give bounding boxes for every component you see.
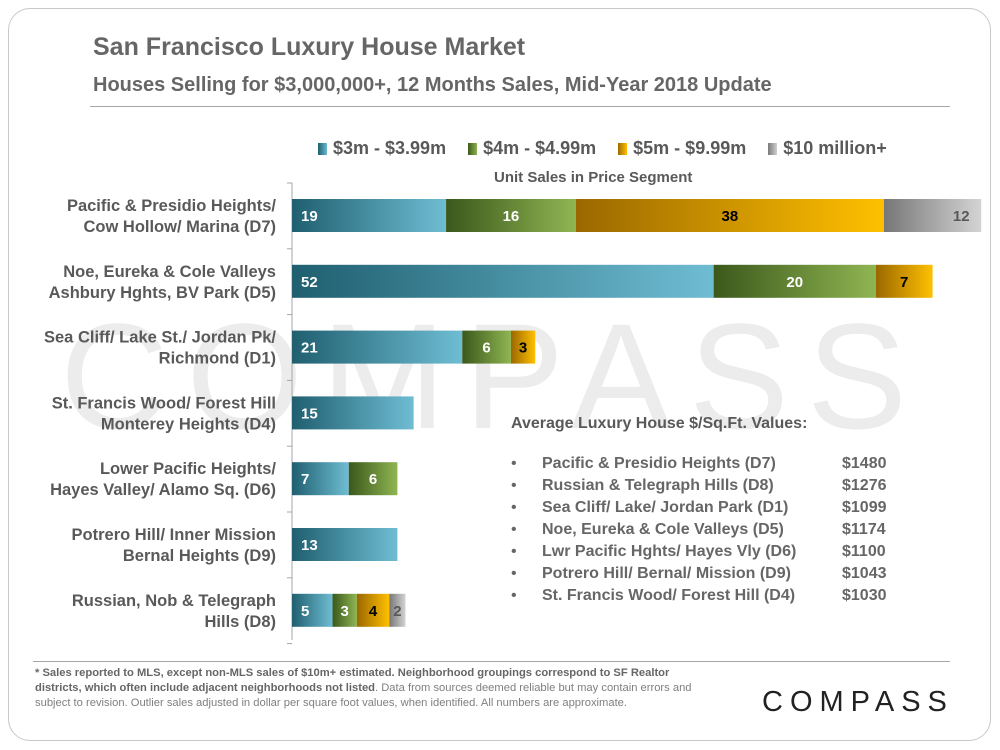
bar-segment xyxy=(332,593,357,627)
avg-item: • St. Francis Wood/ Forest Hill (D4) $1030 xyxy=(511,585,887,607)
data-label: 52 xyxy=(301,274,318,291)
avg-item-value: $1030 xyxy=(842,587,887,604)
avg-item-value: $1099 xyxy=(842,499,887,516)
category-label: Sea Cliff/ Lake St./ Jordan Pk/Richmond … xyxy=(44,329,276,368)
bar-segment xyxy=(446,199,576,232)
data-label: 15 xyxy=(301,405,318,422)
avg-item: • Potrero Hill/ Bernal/ Mission (D9) $1043 xyxy=(511,563,887,585)
data-label: 2 xyxy=(393,603,401,620)
legend-swatch xyxy=(318,142,327,155)
compass-watermark: COMPASS xyxy=(60,292,926,460)
bar-segment xyxy=(292,330,463,364)
bar-segment xyxy=(462,330,511,364)
bar-segment xyxy=(292,199,447,232)
compass-logo: COMPASS xyxy=(762,686,954,718)
axis-title: Unit Sales in Price Segment xyxy=(494,169,693,186)
legend-swatch xyxy=(468,142,478,155)
avg-price-panel: Average Luxury House $/Sq.Ft. Values: • P… xyxy=(511,415,887,607)
avg-item-name: St. Francis Wood/ Forest Hill (D4) xyxy=(542,587,796,604)
bar-segment xyxy=(389,593,406,627)
page-title: San Francisco Luxury House Market xyxy=(93,33,526,61)
data-label: 38 xyxy=(722,208,739,225)
bullet-icon: • xyxy=(511,477,517,494)
data-label: 20 xyxy=(786,274,803,291)
data-label: 6 xyxy=(369,471,377,488)
bar-segment xyxy=(292,396,414,430)
data-label: 7 xyxy=(301,471,309,488)
legend-swatch xyxy=(618,142,628,155)
bullet-icon: • xyxy=(511,565,517,582)
avg-item: • Sea Cliff/ Lake/ Jordan Park (D1) $1099 xyxy=(511,497,887,519)
avg-item-value: $1276 xyxy=(842,477,887,494)
avg-item-name: Russian & Telegraph Hills (D8) xyxy=(542,477,774,494)
legend-label: $3m - $3.99m xyxy=(333,138,447,158)
avg-item-name: Pacific & Presidio Heights (D7) xyxy=(542,455,776,472)
avg-item-value: $1100 xyxy=(842,543,886,560)
bar-segment xyxy=(575,199,884,232)
bar-segment xyxy=(292,264,714,298)
category-label: Noe, Eureka & Cole Valleys Ashbury Hghts,… xyxy=(49,263,276,302)
avg-item-name: Lwr Pacific Hghts/ Hayes Vly (D6) xyxy=(542,543,797,560)
bullet-icon: • xyxy=(511,543,517,560)
bar-segment xyxy=(883,199,982,232)
legend-label: $5m - $9.99m xyxy=(633,138,747,158)
category-label: St. Francis Wood/ Forest Hill Monterey He… xyxy=(52,394,276,433)
avg-item: • Noe, Eureka & Cole Valleys (D5) $1174 xyxy=(511,519,887,541)
bar-segment xyxy=(292,462,349,496)
avg-panel-title: Average Luxury House $/Sq.Ft. Values: xyxy=(511,415,808,432)
avg-item-value: $1480 xyxy=(842,455,887,472)
bar-segment xyxy=(292,528,398,561)
data-label: 7 xyxy=(900,274,908,291)
data-label: 6 xyxy=(482,340,490,357)
footnote-divider xyxy=(33,661,950,662)
bullet-icon: • xyxy=(511,587,517,604)
avg-item: • Pacific & Presidio Heights (D7) $1480 xyxy=(511,453,887,475)
chart-legend: $3m - $3.99m $4m - $4.99m $5m - $9.99m $… xyxy=(318,138,887,159)
data-label: 3 xyxy=(519,340,527,357)
avg-item-name: Sea Cliff/ Lake/ Jordan Park (D1) xyxy=(542,499,789,516)
bar-segment xyxy=(875,264,933,298)
bullet-icon: • xyxy=(511,455,517,472)
category-label: Potrero Hill/ Inner Mission Bernal Height… xyxy=(72,526,276,565)
footnote-rest: . Data from sources deemed reliable but … xyxy=(35,682,692,709)
bar-segment xyxy=(292,593,333,627)
category-label: Russian, Nob & Telegraph Hills (D8) xyxy=(72,592,276,631)
data-label: 4 xyxy=(369,603,378,620)
data-label: 3 xyxy=(341,603,349,620)
avg-item-value: $1043 xyxy=(842,565,887,582)
avg-item-name: Noe, Eureka & Cole Valleys (D5) xyxy=(542,521,784,538)
bullet-icon: • xyxy=(511,521,517,538)
data-label: 21 xyxy=(301,340,318,357)
bullet-icon: • xyxy=(511,499,517,516)
legend-item: $5m - $9.99m xyxy=(618,138,746,159)
bar-segment xyxy=(356,593,390,627)
avg-item: • Lwr Pacific Hghts/ Hayes Vly (D6) $1100 xyxy=(511,541,887,563)
legend-label: $4m - $4.99m xyxy=(483,138,597,158)
bar-segment xyxy=(348,462,398,496)
legend-label: $10 million+ xyxy=(783,138,887,158)
legend-item: $3m - $3.99m xyxy=(318,138,446,159)
data-label: 16 xyxy=(503,208,520,225)
page-subtitle: Houses Selling for $3,000,000+, 12 Month… xyxy=(93,74,772,96)
category-label: Pacific & Presidio Heights/Cow Hollow/ M… xyxy=(67,197,276,236)
legend-swatch xyxy=(768,142,778,155)
chart-card xyxy=(8,8,991,741)
data-label: 12 xyxy=(953,208,970,225)
data-label: 13 xyxy=(301,537,318,554)
avg-list: • Pacific & Presidio Heights (D7) $1480 • Ru… xyxy=(511,453,887,607)
footnote-bold: * Sales reported to MLS, except non-MLS … xyxy=(35,667,670,694)
bar-segment xyxy=(510,330,536,364)
avg-item-value: $1174 xyxy=(842,521,886,538)
data-label: 19 xyxy=(301,208,318,225)
avg-item: • Russian & Telegraph Hills (D8) $1276 xyxy=(511,475,887,497)
legend-item: $10 million+ xyxy=(768,138,887,159)
avg-item-name: Potrero Hill/ Bernal/ Mission (D9) xyxy=(542,565,791,582)
bar-segment xyxy=(713,264,876,298)
title-divider xyxy=(90,106,950,107)
category-label: Lower Pacific Heights/Hayes Valley/ Alam… xyxy=(50,460,276,499)
footnote: * Sales reported to MLS, except non-MLS … xyxy=(35,666,705,711)
legend-item: $4m - $4.99m xyxy=(468,138,596,159)
data-label: 5 xyxy=(301,603,309,620)
